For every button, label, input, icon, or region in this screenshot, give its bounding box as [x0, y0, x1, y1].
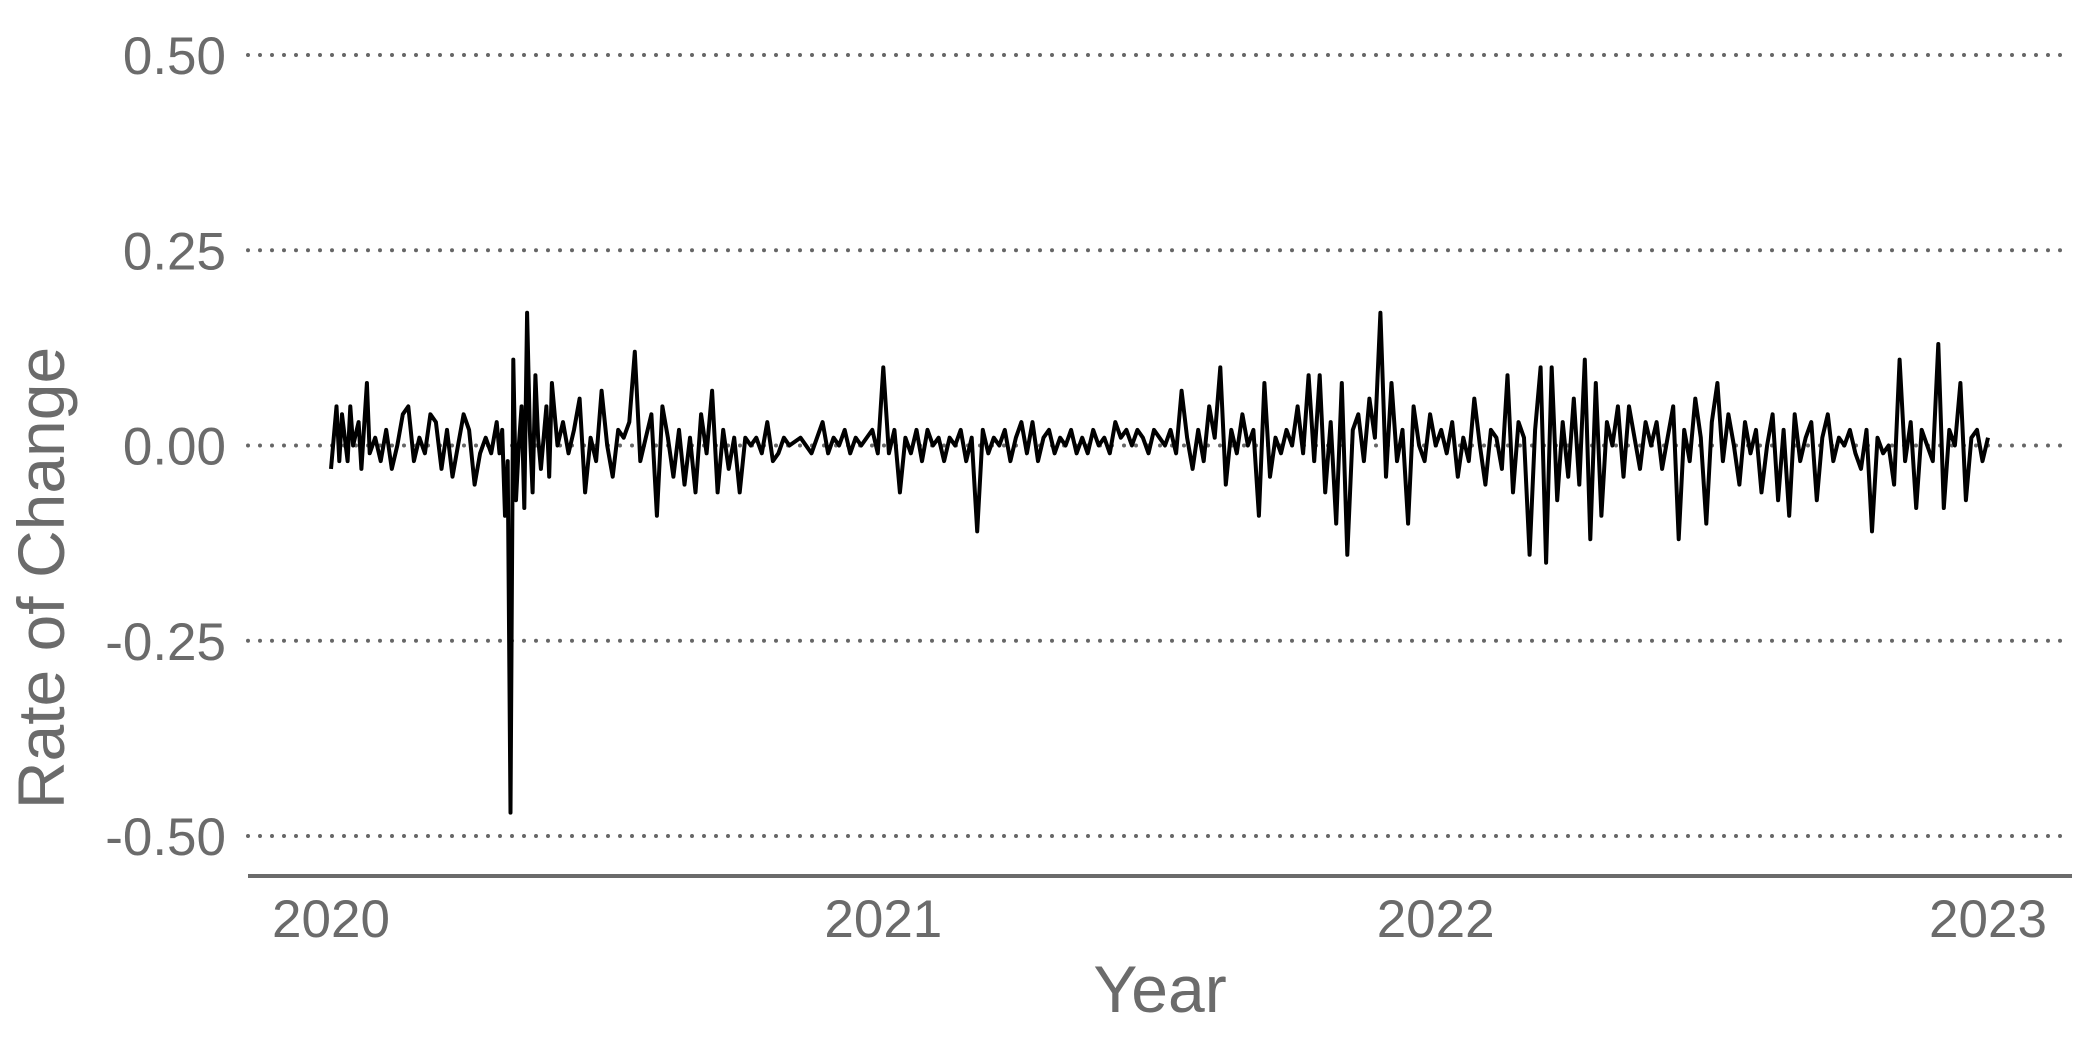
x-tick-label: 2020 — [272, 890, 390, 949]
y-tick-labels: 0.50 0.25 0.00 -0.25 -0.50 — [105, 27, 226, 867]
y-tick-label: 0.00 — [123, 418, 226, 477]
grid-layer — [246, 53, 2074, 838]
x-tick-labels: 2020 2021 2022 2023 — [272, 890, 2047, 949]
y-axis-title: Rate of Change — [4, 347, 78, 809]
y-tick-label: -0.25 — [105, 613, 226, 672]
y-tick-label: -0.50 — [105, 808, 226, 867]
x-tick-label: 2023 — [1929, 890, 2047, 949]
x-axis-title: Year — [1093, 952, 1226, 1026]
x-tick-label: 2022 — [1377, 890, 1495, 949]
series-line — [329, 310, 1990, 815]
y-tick-label: 0.50 — [123, 27, 226, 86]
x-tick-label: 2021 — [824, 890, 942, 949]
y-tick-label: 0.25 — [123, 222, 226, 281]
